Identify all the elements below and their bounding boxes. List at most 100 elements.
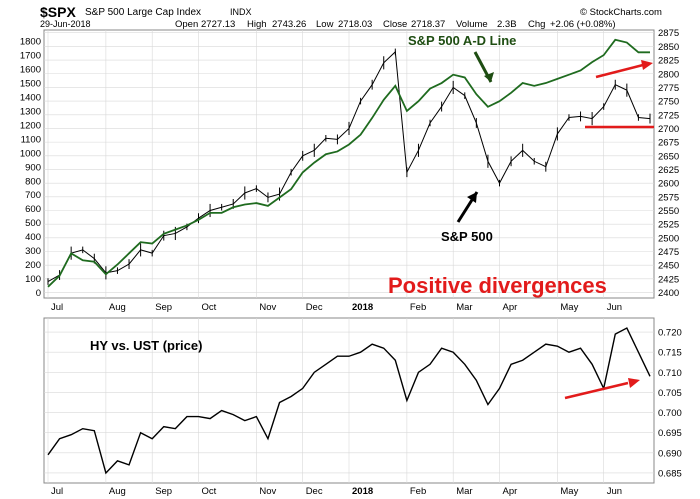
open-label: Open [175, 19, 198, 30]
right-tick-label: 2825 [658, 56, 679, 67]
x-tick-label: May [560, 302, 578, 313]
top-right-axis: 2400 2425 2450 2475 2500 2525 2550 2575 2600 2625… [658, 28, 679, 299]
left-tick-label: 1700 [20, 51, 41, 62]
right-tick-label: 0.695 [658, 428, 682, 439]
left-tick-label: 1400 [20, 93, 41, 104]
x-tick-label: Jul [51, 302, 63, 313]
x-tick-label: Nov [259, 486, 276, 497]
right-tick-label: 0.710 [658, 368, 682, 379]
hy-annotation: HY vs. UST (price) [90, 338, 202, 353]
left-tick-label: 1100 [21, 134, 41, 145]
high-value: 2743.26 [272, 19, 306, 30]
spx-arrowhead [467, 192, 477, 203]
right-tick-label: 2675 [658, 138, 679, 149]
hy-arrowhead [628, 378, 640, 388]
top-grid [44, 30, 654, 298]
x-tick-label: 2018 [352, 302, 373, 313]
x-tick-label: Feb [410, 302, 426, 313]
right-tick-label: 2625 [658, 165, 679, 176]
right-tick-label: 2800 [658, 69, 679, 80]
watermark: © StockCharts.com [580, 7, 662, 18]
x-tick-label: Jun [607, 486, 622, 497]
close-label: Close [383, 19, 407, 30]
symbol: $SPX [40, 4, 76, 20]
divergence-arrow-ad [595, 63, 644, 79]
right-tick-label: 2650 [658, 151, 679, 162]
left-tick-label: 1800 [20, 37, 41, 48]
x-tick-label: Mar [456, 302, 472, 313]
open-value: 2727.13 [201, 19, 235, 30]
spx-line [47, 50, 651, 283]
x-tick-label: Sep [155, 302, 172, 313]
high-label: High [247, 19, 267, 30]
left-tick-label: 1300 [20, 106, 41, 117]
right-tick-label: 2775 [658, 83, 679, 94]
x-tick-label: Nov [259, 302, 276, 313]
right-tick-label: 2425 [658, 274, 679, 285]
x-tick-label: Sep [155, 486, 172, 497]
top-x-axis: Jul Aug Sep Oct Nov Dec 2018 Feb Mar Apr May Jun [51, 302, 622, 313]
right-tick-label: 0.720 [658, 328, 682, 339]
top-left-axis: 0 100 200 300 400 500 600 700 800 900 1000 1100 1200… [20, 37, 41, 299]
x-tick-label: 2018 [352, 486, 373, 497]
right-tick-label: 0.700 [658, 408, 682, 419]
low-label: Low [316, 19, 334, 30]
chg-value: +2.06 (+0.08%) [550, 19, 616, 30]
close-value: 2718.37 [411, 19, 445, 30]
x-tick-label: Mar [456, 486, 472, 497]
hy-arrow [564, 381, 629, 400]
right-tick-label: 2725 [658, 110, 679, 121]
bottom-x-axis: Jul Aug Sep Oct Nov Dec 2018 Feb Mar Apr May Jun [51, 486, 622, 497]
right-tick-label: 2400 [658, 288, 679, 299]
left-tick-label: 800 [25, 176, 41, 187]
x-tick-label: May [560, 486, 578, 497]
left-tick-label: 1500 [20, 79, 41, 90]
right-tick-label: 2875 [658, 28, 679, 39]
ad-line [47, 38, 650, 288]
x-tick-label: Apr [503, 486, 518, 497]
right-tick-label: 2475 [658, 247, 679, 258]
left-tick-label: 600 [25, 204, 41, 215]
left-tick-label: 1600 [20, 65, 41, 76]
low-value: 2718.03 [338, 19, 372, 30]
left-tick-label: 500 [25, 218, 41, 229]
ad-line-annotation: S&P 500 A-D Line [408, 33, 516, 48]
chart-date: 29-Jun-2018 [40, 19, 91, 29]
right-tick-label: 0.690 [658, 448, 682, 459]
left-tick-label: 900 [25, 162, 41, 173]
right-tick-label: 2525 [658, 220, 679, 231]
left-tick-label: 200 [25, 260, 41, 271]
right-tick-label: 2850 [658, 42, 679, 53]
left-tick-label: 700 [25, 190, 41, 201]
x-tick-label: Jul [51, 486, 63, 497]
x-tick-label: Oct [202, 302, 217, 313]
right-tick-label: 0.715 [658, 348, 682, 359]
ad-line-arrowhead [484, 72, 494, 82]
hy-line [47, 327, 651, 475]
right-tick-label: 2700 [658, 124, 679, 135]
volume-value: 2.3B [497, 19, 517, 30]
left-tick-label: 300 [25, 246, 41, 257]
right-tick-label: 0.705 [658, 388, 682, 399]
right-tick-label: 0.685 [658, 468, 682, 479]
x-tick-label: Aug [109, 486, 126, 497]
bottom-grid [44, 318, 654, 483]
x-tick-label: Apr [503, 302, 518, 313]
top-series [47, 38, 651, 288]
left-tick-label: 1200 [20, 120, 41, 131]
left-tick-label: 100 [25, 274, 41, 285]
x-tick-label: Jun [607, 302, 622, 313]
divergence-arrowhead-ad [641, 60, 653, 70]
left-tick-label: 400 [25, 232, 41, 243]
bottom-series [47, 327, 651, 475]
divergence-annotation: Positive divergences [388, 273, 607, 298]
right-tick-label: 2575 [658, 192, 679, 203]
x-tick-label: Dec [306, 486, 323, 497]
index-name: S&P 500 Large Cap Index [85, 7, 201, 18]
chart-header: $SPX S&P 500 Large Cap Index INDX 29-Jun… [40, 4, 662, 30]
spx-annotation: S&P 500 [441, 229, 493, 244]
left-tick-label: 1000 [20, 148, 41, 159]
x-tick-label: Feb [410, 486, 426, 497]
x-tick-label: Dec [306, 302, 323, 313]
